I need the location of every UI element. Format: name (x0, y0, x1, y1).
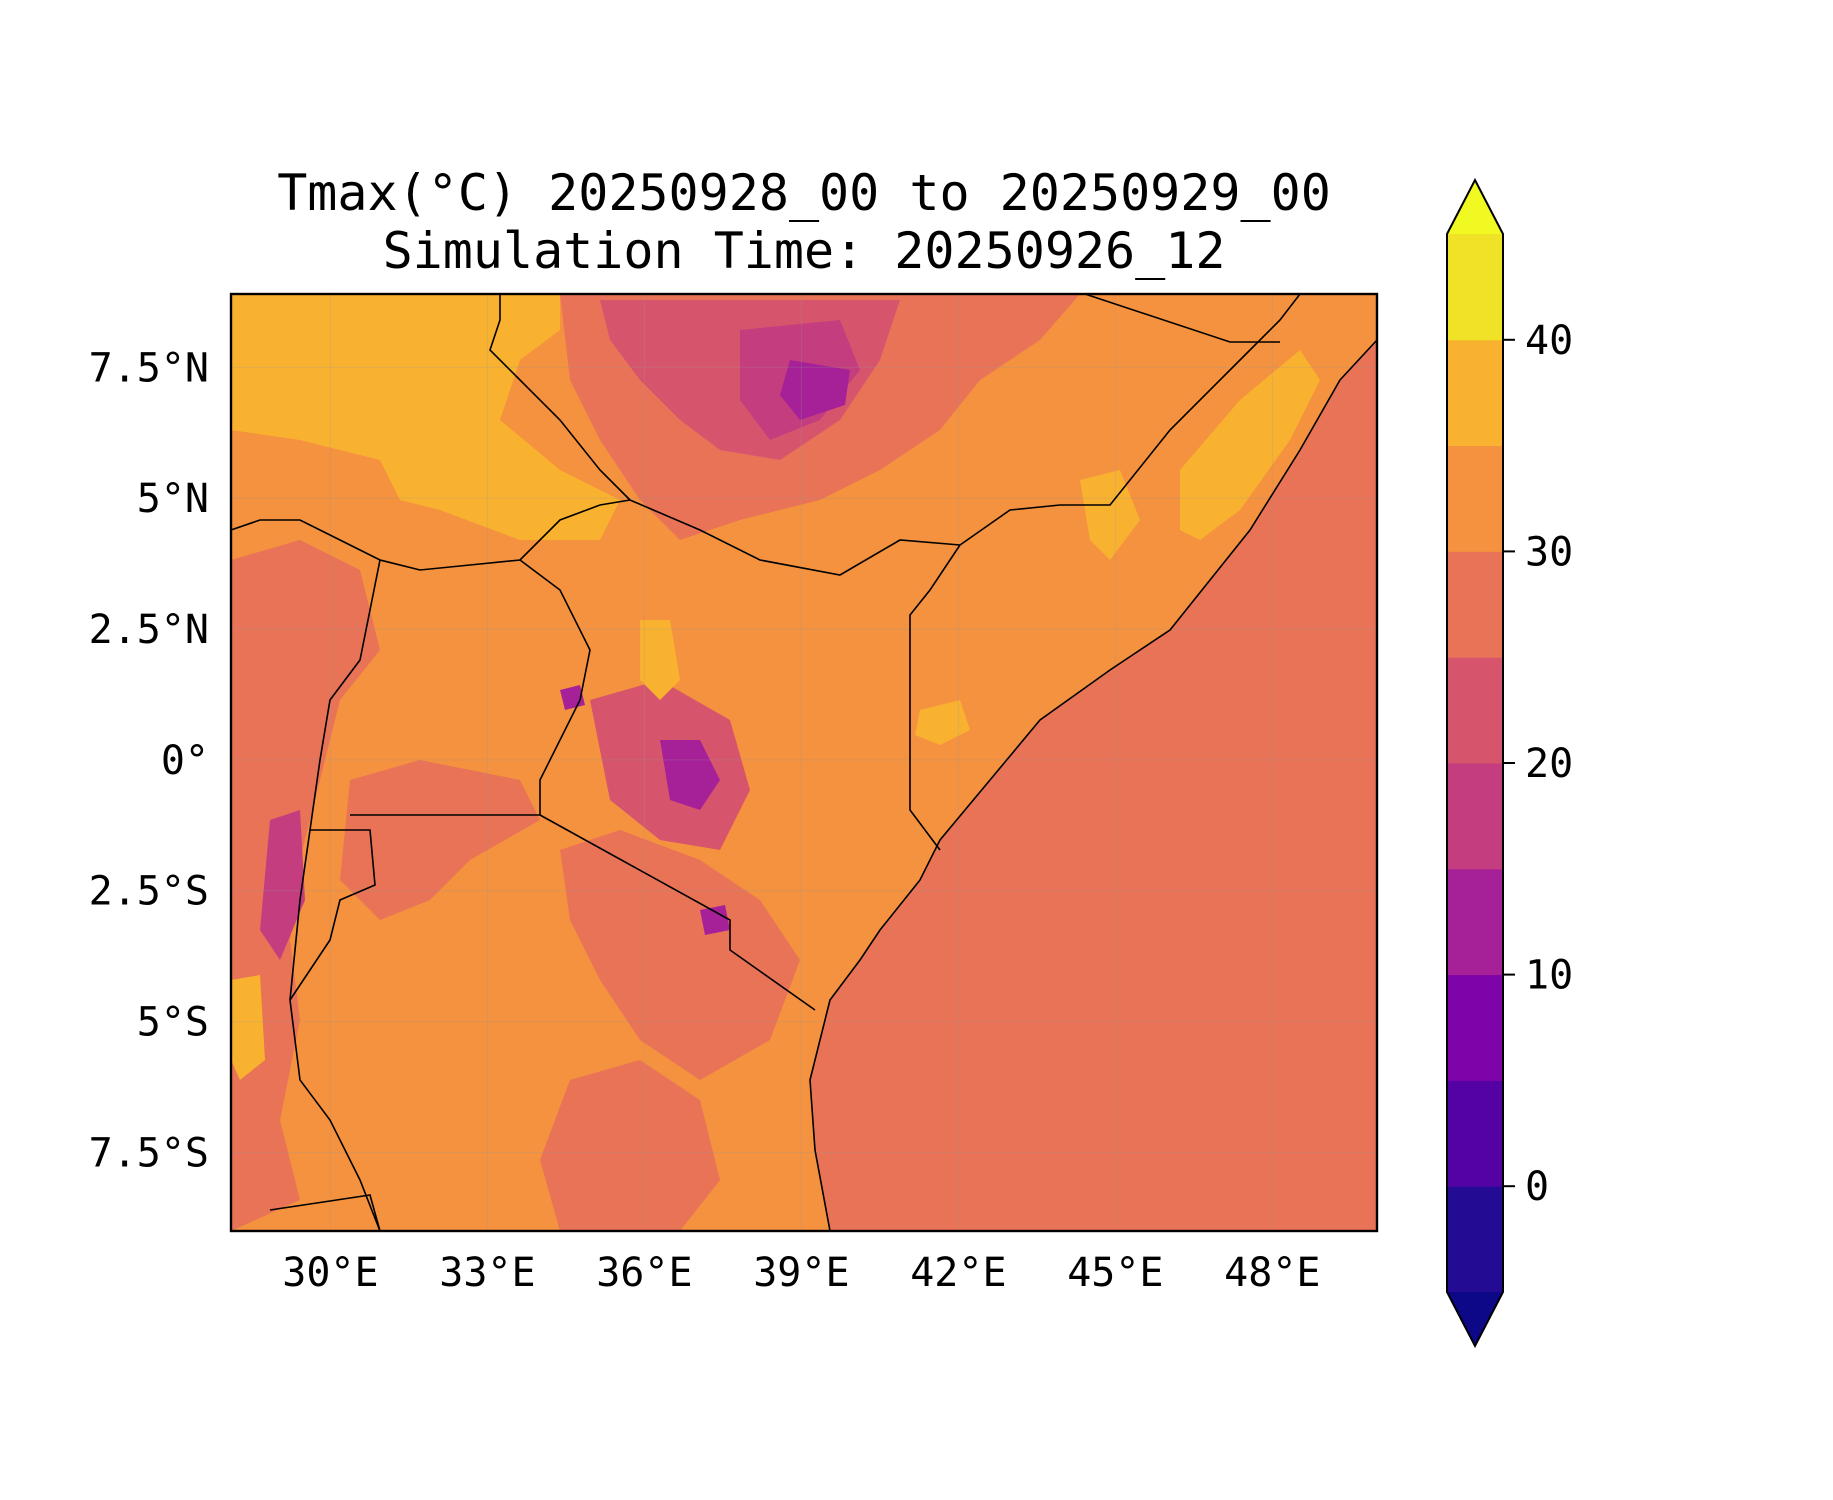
colorbar-segment (1447, 1186, 1503, 1293)
highland-field-kilimanjaro (700, 905, 730, 935)
colorbar: 0 10 20 30 40 (1446, 177, 1573, 1349)
x-tick-label: 33°E (439, 1250, 535, 1296)
hot-field-somalia-interior (915, 700, 970, 745)
y-tick-label: 2.5°N (89, 607, 209, 653)
colorbar-segment (1447, 445, 1503, 552)
hot-field-sudan (231, 294, 620, 540)
colorbar-tick-label: 0 (1525, 1164, 1549, 1210)
title-line-1: Tmax(°C) 20250928_00 to 20250929_00 (277, 164, 1331, 222)
colorbar-tick-label: 20 (1525, 741, 1573, 787)
land-field-25-30-tz (540, 1060, 720, 1231)
map-area (231, 294, 1377, 1231)
border-ethiopia-somalia (959, 294, 1301, 546)
x-tick-label: 39°E (753, 1250, 849, 1296)
y-tick-label: 5°N (137, 476, 209, 522)
coastline (809, 339, 1377, 1231)
colorbar-segment (1447, 974, 1503, 1081)
border-kenya-ethiopia (629, 499, 961, 576)
land-field-25-30-west (231, 540, 380, 1231)
border-sudan-south (231, 499, 631, 571)
colorbar-segment (1447, 657, 1503, 764)
colorbar-tick-label: 10 (1525, 953, 1573, 999)
x-tick-label: 42°E (910, 1250, 1006, 1296)
colorbar-segment (1447, 339, 1503, 447)
colorbar-segment (1447, 763, 1503, 870)
highland-field-ethiopia-peak (780, 360, 850, 420)
colorbar-extend-min (1447, 1292, 1503, 1346)
border-kenya-somalia (909, 544, 961, 851)
map-frame (229, 292, 1379, 1233)
y-tick-labels: 7.5°N 5°N 2.5°N 0° 2.5°S 5°S 7.5°S (89, 345, 209, 1176)
highland-field-kenya-core (660, 740, 720, 810)
colorbar-tick-label: 30 (1525, 529, 1573, 575)
gridlines (231, 294, 1377, 1231)
border-drc-uganda (289, 559, 381, 1231)
x-tick-labels: 30°E 33°E 36°E 39°E 42°E 45°E 48°E (282, 1250, 1320, 1296)
country-borders (231, 294, 1377, 1231)
border-uganda-kenya (519, 559, 591, 815)
land-field-25-30-south (560, 830, 800, 1080)
hot-field-west-edge (231, 975, 265, 1080)
colorbar-segment (1447, 868, 1503, 976)
border-zambia (269, 1194, 381, 1231)
y-tick-label: 0° (161, 738, 209, 784)
border-sudan-ethiopia (489, 294, 631, 501)
border-kenya-tanzania (539, 814, 816, 1011)
y-tick-label: 2.5°S (89, 869, 209, 915)
x-tick-label: 48°E (1224, 1250, 1320, 1296)
hot-field-turkana (640, 620, 680, 700)
colorbar-segment (1447, 234, 1503, 341)
x-tick-label: 30°E (282, 1250, 378, 1296)
border-rwanda-burundi (289, 829, 376, 1001)
colorbar-tick-label: 40 (1525, 318, 1573, 364)
colorbar-extend-max (1447, 180, 1503, 234)
highland-field-rwenzori (260, 810, 305, 960)
y-tick-label: 7.5°S (89, 1130, 209, 1176)
title-line-2: Simulation Time: 20250926_12 (382, 222, 1226, 280)
y-tick-label: 7.5°N (89, 345, 209, 391)
y-tick-label: 5°S (137, 1000, 209, 1046)
colorbar-segment (1447, 551, 1503, 658)
hot-field-ogaden (1080, 470, 1140, 560)
x-tick-label: 45°E (1067, 1250, 1163, 1296)
hot-field-somalia-coast (1180, 350, 1320, 540)
land-field-25-30-central (340, 760, 540, 920)
colorbar-segment (1447, 1080, 1503, 1187)
x-tick-label: 36°E (596, 1250, 692, 1296)
border-ethiopia-north (1084, 294, 1280, 343)
colorbar-outline (1446, 177, 1504, 1349)
